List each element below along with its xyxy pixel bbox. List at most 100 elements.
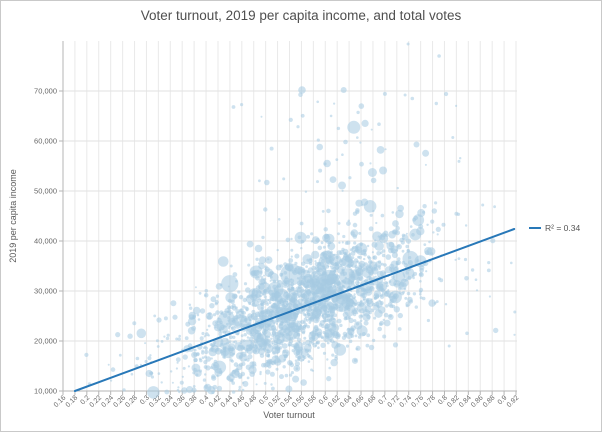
scatter-point[interactable] bbox=[271, 362, 274, 365]
scatter-point[interactable] bbox=[170, 370, 173, 373]
scatter-point[interactable] bbox=[353, 319, 357, 323]
scatter-point[interactable] bbox=[330, 267, 333, 270]
scatter-point[interactable] bbox=[226, 305, 231, 310]
scatter-point[interactable] bbox=[280, 263, 303, 286]
scatter-point[interactable] bbox=[308, 343, 312, 347]
scatter-point[interactable] bbox=[356, 248, 360, 252]
scatter-point[interactable] bbox=[324, 233, 335, 245]
scatter-point[interactable] bbox=[285, 303, 289, 307]
scatter-point[interactable] bbox=[181, 387, 188, 394]
scatter-point[interactable] bbox=[366, 268, 369, 271]
scatter-point[interactable] bbox=[305, 308, 309, 312]
scatter-point[interactable] bbox=[204, 346, 208, 350]
scatter-point[interactable] bbox=[444, 303, 448, 306]
scatter-point[interactable] bbox=[341, 153, 344, 156]
scatter-point[interactable] bbox=[291, 328, 294, 331]
scatter-point[interactable] bbox=[389, 295, 397, 303]
scatter-point[interactable] bbox=[325, 323, 329, 326]
scatter-point[interactable] bbox=[227, 347, 231, 351]
scatter-point[interactable] bbox=[373, 304, 380, 311]
scatter-point[interactable] bbox=[403, 93, 407, 97]
scatter-point[interactable] bbox=[163, 335, 166, 338]
scatter-point[interactable] bbox=[207, 324, 211, 328]
scatter-point[interactable] bbox=[222, 346, 227, 351]
scatter-point[interactable] bbox=[276, 337, 280, 341]
scatter-point[interactable] bbox=[281, 343, 288, 349]
scatter-point[interactable] bbox=[307, 279, 310, 283]
scatter-point[interactable] bbox=[457, 257, 461, 260]
scatter-point[interactable] bbox=[303, 336, 307, 340]
scatter-point[interactable] bbox=[145, 369, 153, 378]
scatter-point[interactable] bbox=[230, 305, 234, 310]
scatter-point[interactable] bbox=[115, 332, 121, 338]
scatter-point[interactable] bbox=[296, 125, 300, 129]
scatter-point[interactable] bbox=[255, 383, 258, 386]
scatter-point[interactable] bbox=[406, 291, 411, 296]
scatter-point[interactable] bbox=[390, 245, 399, 254]
scatter-point[interactable] bbox=[211, 345, 214, 349]
scatter-point[interactable] bbox=[326, 341, 330, 345]
scatter-point[interactable] bbox=[213, 360, 227, 374]
scatter-point[interactable] bbox=[281, 339, 285, 343]
scatter-point[interactable] bbox=[447, 344, 451, 348]
scatter-point[interactable] bbox=[433, 301, 437, 305]
scatter-point[interactable] bbox=[454, 258, 457, 261]
scatter-point[interactable] bbox=[193, 352, 198, 357]
scatter-point[interactable] bbox=[271, 342, 274, 345]
scatter-point[interactable] bbox=[302, 358, 305, 361]
scatter-point[interactable] bbox=[350, 251, 356, 256]
scatter-point[interactable] bbox=[387, 302, 393, 307]
scatter-point[interactable] bbox=[246, 240, 254, 248]
scatter-point[interactable] bbox=[243, 333, 247, 337]
scatter-point[interactable] bbox=[341, 189, 344, 192]
scatter-point[interactable] bbox=[336, 331, 339, 334]
scatter-point[interactable] bbox=[184, 336, 189, 341]
scatter-point[interactable] bbox=[444, 91, 449, 97]
scatter-point[interactable] bbox=[272, 271, 275, 274]
scatter-point[interactable] bbox=[356, 110, 360, 115]
scatter-point[interactable] bbox=[193, 357, 198, 363]
scatter-point[interactable] bbox=[378, 306, 386, 314]
scatter-point[interactable] bbox=[455, 104, 458, 107]
scatter-point[interactable] bbox=[326, 208, 331, 214]
scatter-point[interactable] bbox=[231, 105, 236, 109]
scatter-point[interactable] bbox=[329, 338, 334, 343]
scatter-point[interactable] bbox=[340, 87, 347, 93]
scatter-point[interactable] bbox=[435, 300, 439, 304]
scatter-point[interactable] bbox=[238, 385, 242, 389]
scatter-point[interactable] bbox=[266, 302, 269, 306]
scatter-point[interactable] bbox=[493, 327, 499, 334]
scatter-point[interactable] bbox=[250, 340, 256, 345]
scatter-point[interactable] bbox=[218, 310, 235, 328]
scatter-point[interactable] bbox=[298, 86, 306, 94]
scatter-point[interactable] bbox=[344, 241, 349, 245]
scatter-point[interactable] bbox=[294, 344, 300, 351]
scatter-point[interactable] bbox=[311, 305, 314, 308]
scatter-point[interactable] bbox=[276, 279, 280, 283]
scatter-point[interactable] bbox=[239, 323, 245, 328]
scatter-point[interactable] bbox=[282, 177, 286, 181]
scatter-point[interactable] bbox=[135, 356, 140, 361]
scatter-point[interactable] bbox=[263, 289, 268, 294]
scatter-point[interactable] bbox=[258, 256, 267, 264]
scatter-point[interactable] bbox=[204, 289, 209, 293]
scatter-point[interactable] bbox=[230, 326, 236, 331]
scatter-point[interactable] bbox=[156, 345, 160, 348]
scatter-point[interactable] bbox=[263, 277, 267, 281]
scatter-point[interactable] bbox=[430, 219, 435, 224]
scatter-point[interactable] bbox=[390, 291, 394, 295]
scatter-point[interactable] bbox=[475, 289, 479, 292]
scatter-point[interactable] bbox=[351, 283, 356, 287]
scatter-point[interactable] bbox=[331, 298, 334, 301]
scatter-point[interactable] bbox=[259, 298, 262, 301]
scatter-point[interactable] bbox=[356, 289, 360, 294]
scatter-point[interactable] bbox=[302, 293, 308, 299]
scatter-point[interactable] bbox=[318, 290, 321, 292]
scatter-point[interactable] bbox=[385, 254, 392, 260]
scatter-point[interactable] bbox=[335, 158, 339, 162]
scatter-point[interactable] bbox=[352, 234, 358, 239]
scatter-point[interactable] bbox=[271, 319, 277, 324]
scatter-point[interactable] bbox=[326, 376, 332, 382]
scatter-point[interactable] bbox=[403, 262, 408, 268]
scatter-point[interactable] bbox=[339, 323, 343, 328]
